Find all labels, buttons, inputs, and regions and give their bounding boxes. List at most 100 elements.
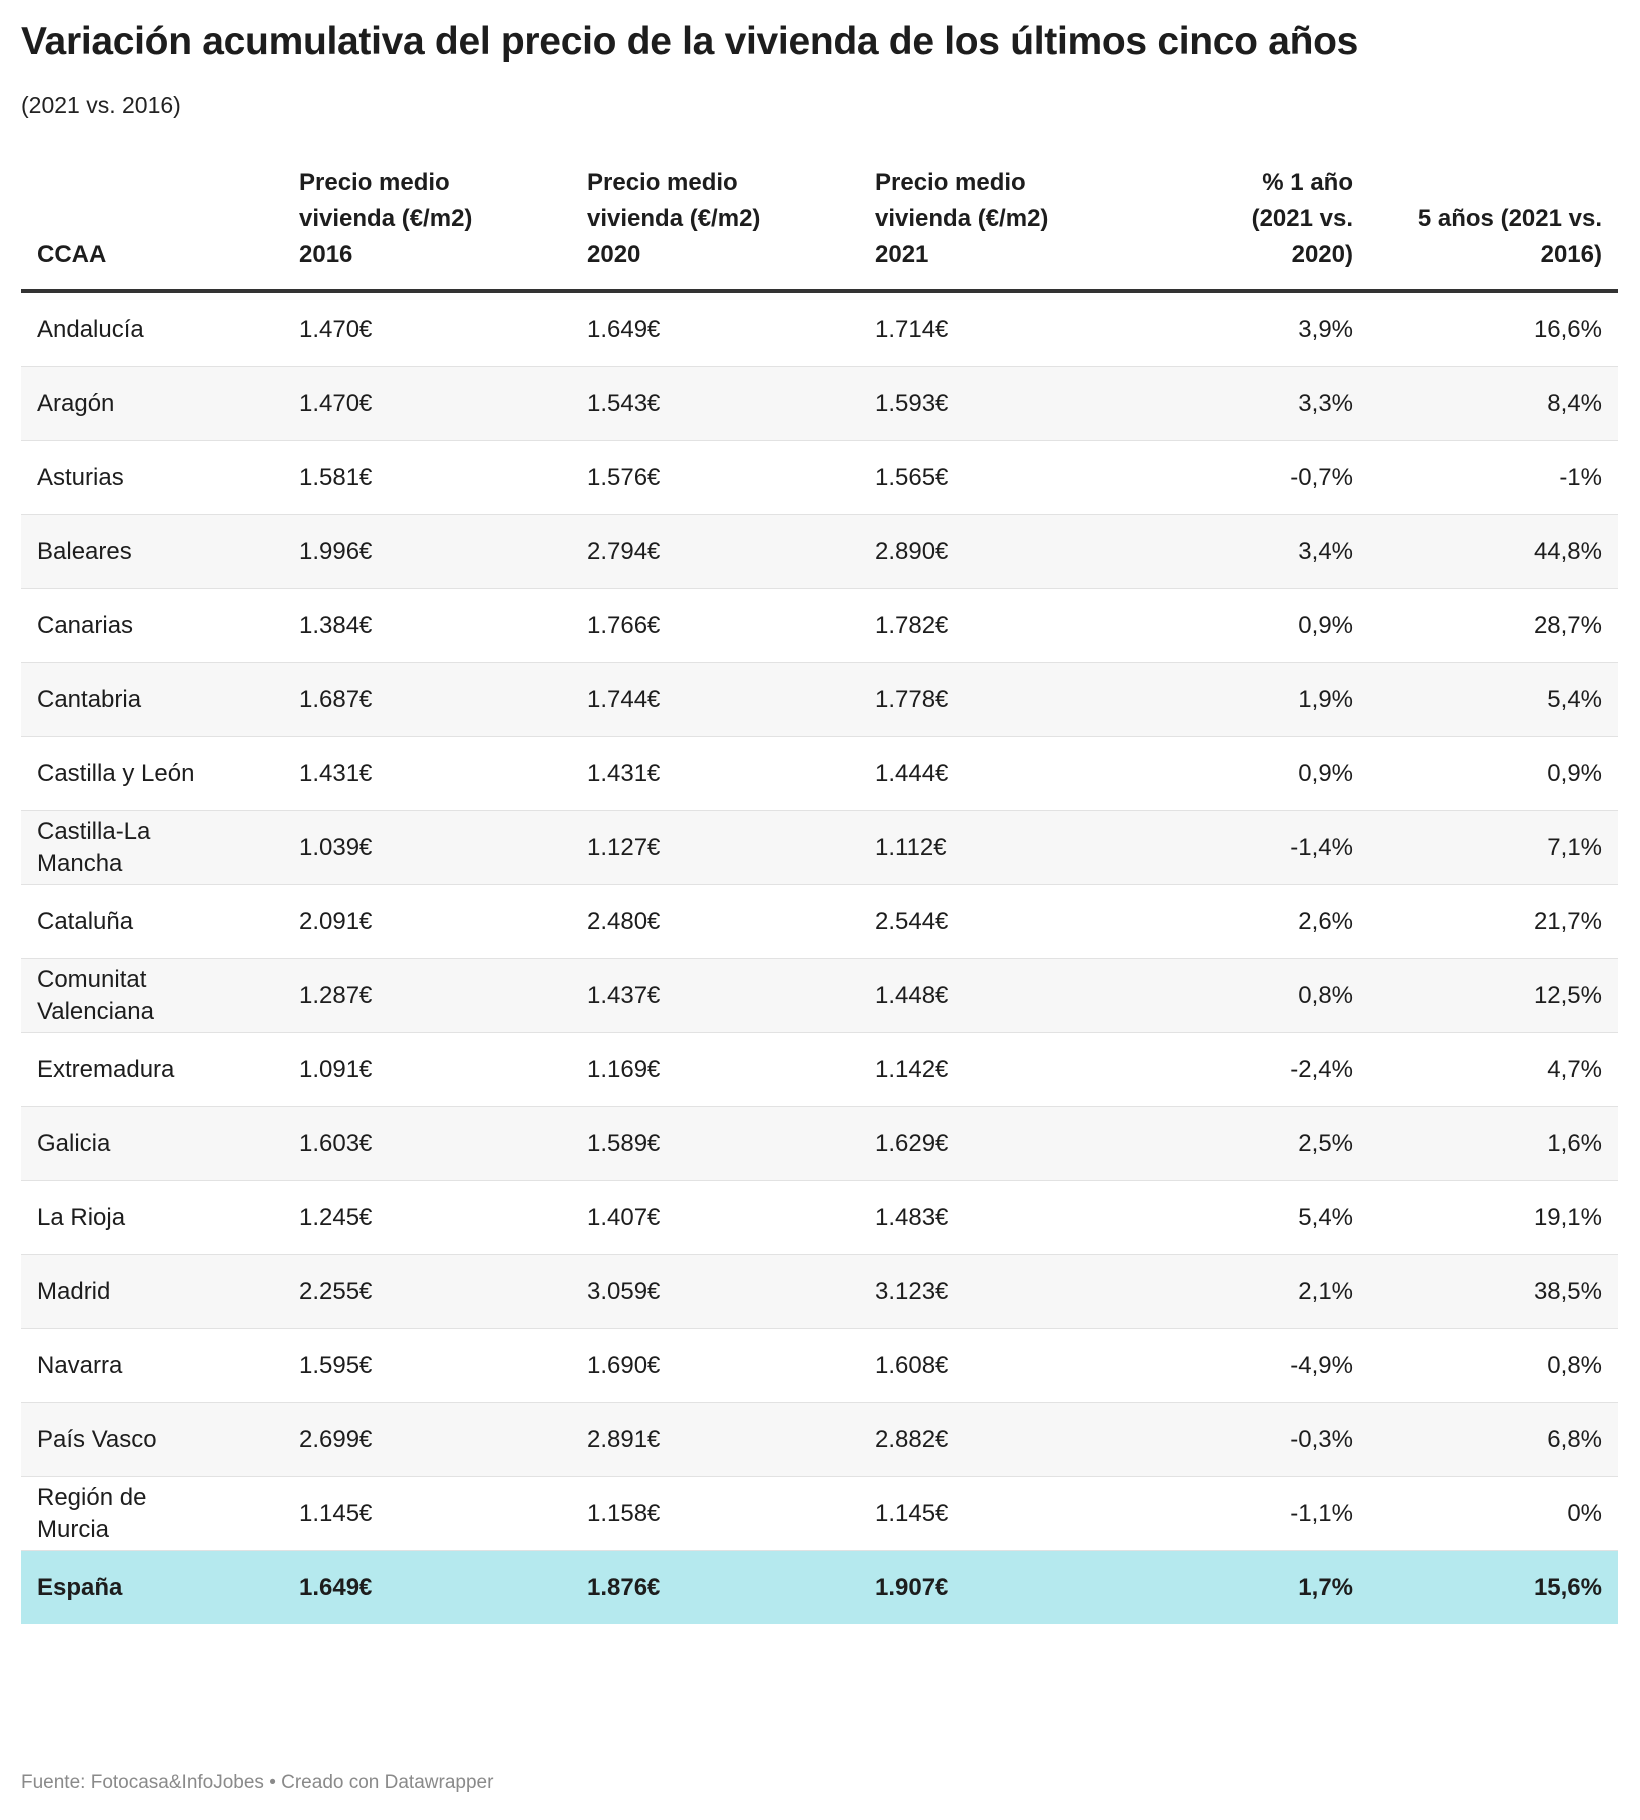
- cell-text: 2.255€: [299, 1277, 373, 1305]
- value-cell: 2.891€: [571, 1402, 859, 1477]
- value-cell: 2.699€: [283, 1402, 571, 1477]
- value-cell: 2.255€: [283, 1254, 571, 1329]
- region-cell: Baleares: [21, 514, 283, 589]
- value-cell: 1.744€: [571, 662, 859, 737]
- region-cell: País Vasco: [21, 1402, 283, 1477]
- cell-text: 1.576€: [587, 463, 661, 491]
- region-cell: Comunitat Valenciana: [21, 958, 283, 1033]
- cell-text: 1.091€: [299, 1055, 373, 1083]
- cell-text: 1.287€: [299, 981, 373, 1009]
- cell-text: Extremadura: [37, 1055, 175, 1083]
- value-cell: 1.603€: [283, 1106, 571, 1181]
- cell-text: Región de Murcia: [37, 1483, 147, 1543]
- cell-text: 1.744€: [587, 685, 661, 713]
- cell-text: Galicia: [37, 1129, 111, 1157]
- value-cell: 21,7%: [1369, 884, 1618, 959]
- value-cell: 1.565€: [859, 440, 1147, 515]
- cell-text: 1.690€: [587, 1351, 661, 1379]
- value-cell: 1.629€: [859, 1106, 1147, 1181]
- value-cell: 7,1%: [1369, 810, 1618, 885]
- table-row: Navarra 1.595€ 1.690€ 1.608€ -4,9% 0,8%: [21, 1328, 1618, 1403]
- cell-text: Aragón: [37, 389, 115, 417]
- cell-text: -1%: [1559, 463, 1602, 491]
- value-cell: 8,4%: [1369, 366, 1618, 441]
- region-cell: España: [21, 1550, 283, 1624]
- header-text: 5 años (2021 vs. 2016): [1417, 205, 1602, 268]
- value-cell: 1.581€: [283, 440, 571, 515]
- cell-text: Asturias: [37, 463, 124, 491]
- cell-text: 15,6%: [1533, 1573, 1602, 1601]
- region-cell: Navarra: [21, 1328, 283, 1403]
- value-cell: 1.649€: [571, 291, 859, 367]
- cell-text: 0,8%: [1547, 1351, 1602, 1379]
- cell-text: 1,7%: [1298, 1573, 1353, 1601]
- value-cell: 1.145€: [859, 1476, 1147, 1551]
- value-cell: 1.112€: [859, 810, 1147, 885]
- column-header: Precio medio vivienda (€/m2) 2021: [859, 165, 1147, 293]
- cell-text: 2.882€: [875, 1425, 949, 1453]
- cell-text: 44,8%: [1533, 537, 1602, 565]
- title: Variación acumulativa del precio de la v…: [21, 20, 1359, 63]
- value-cell: 2.544€: [859, 884, 1147, 959]
- value-cell: 1.649€: [283, 1550, 571, 1624]
- cell-text: Castilla-La Mancha: [37, 817, 151, 877]
- cell-text: 1.039€: [299, 833, 373, 861]
- header-row: CCAA Precio medio vivienda (€/m2) 2016 Pre…: [21, 165, 1618, 293]
- value-cell: 1.142€: [859, 1032, 1147, 1107]
- value-cell: 1.145€: [283, 1476, 571, 1551]
- cell-text: 3.059€: [587, 1277, 661, 1305]
- value-cell: 0,9%: [1369, 736, 1618, 811]
- cell-text: 1.996€: [299, 537, 373, 565]
- value-cell: 1,6%: [1369, 1106, 1618, 1181]
- cell-text: 1.595€: [299, 1351, 373, 1379]
- table-row: Andalucía 1.470€ 1.649€ 1.714€ 3,9% 16,6%: [21, 291, 1618, 367]
- value-cell: 2,5%: [1147, 1106, 1369, 1181]
- table-row: Castilla y León 1.431€ 1.431€ 1.444€ 0,9% 0,9…: [21, 736, 1618, 811]
- cell-text: 12,5%: [1533, 981, 1602, 1009]
- value-cell: 2.480€: [571, 884, 859, 959]
- header-text: Precio medio vivienda (€/m2) 2020: [587, 169, 761, 268]
- cell-text: Canarias: [37, 611, 134, 639]
- value-cell: 1.437€: [571, 958, 859, 1033]
- value-cell: 1.431€: [283, 736, 571, 811]
- data-table: CCAA Precio medio vivienda (€/m2) 2016 Pre…: [21, 165, 1618, 1624]
- column-header: Precio medio vivienda (€/m2) 2020: [571, 165, 859, 293]
- cell-text: -0,3%: [1290, 1425, 1353, 1453]
- value-cell: 0,8%: [1147, 958, 1369, 1033]
- table-row: País Vasco 2.699€ 2.891€ 2.882€ -0,3% 6,8%: [21, 1402, 1618, 1477]
- cell-text: 2.891€: [587, 1425, 661, 1453]
- value-cell: 0,9%: [1147, 588, 1369, 663]
- cell-text: 0,9%: [1298, 759, 1353, 787]
- header-text: % 1 año (2021 vs. 2020): [1251, 169, 1353, 268]
- cell-text: 1.581€: [299, 463, 373, 491]
- value-cell: 2,1%: [1147, 1254, 1369, 1329]
- cell-text: Castilla y León: [37, 759, 195, 787]
- cell-text: 28,7%: [1533, 611, 1602, 639]
- value-cell: 2.794€: [571, 514, 859, 589]
- cell-text: 1.543€: [587, 389, 661, 417]
- cell-text: 1.437€: [587, 981, 661, 1009]
- value-cell: 1.593€: [859, 366, 1147, 441]
- value-cell: 1.907€: [859, 1550, 1147, 1624]
- cell-text: Cantabria: [37, 685, 142, 713]
- cell-text: 5,4%: [1298, 1203, 1353, 1231]
- region-cell: Madrid: [21, 1254, 283, 1329]
- cell-text: 0,9%: [1298, 611, 1353, 639]
- cell-text: 2.794€: [587, 537, 661, 565]
- subtitle: (2021 vs. 2016): [21, 92, 181, 118]
- value-cell: 1.595€: [283, 1328, 571, 1403]
- cell-text: 1.384€: [299, 611, 373, 639]
- cell-text: 1,9%: [1298, 685, 1353, 713]
- cell-text: 0%: [1567, 1499, 1602, 1527]
- cell-text: Comunitat Valenciana: [37, 965, 154, 1025]
- value-cell: 16,6%: [1369, 291, 1618, 367]
- value-cell: 3.123€: [859, 1254, 1147, 1329]
- value-cell: 1.996€: [283, 514, 571, 589]
- value-cell: -0,3%: [1147, 1402, 1369, 1477]
- cell-text: 4,7%: [1547, 1055, 1602, 1083]
- cell-text: 1.629€: [875, 1129, 949, 1157]
- cell-text: 3,3%: [1298, 389, 1353, 417]
- value-cell: 2.882€: [859, 1402, 1147, 1477]
- table-row: Castilla-La Mancha 1.039€ 1.127€ 1.112€ -1,4…: [21, 810, 1618, 885]
- cell-text: 16,6%: [1533, 315, 1602, 343]
